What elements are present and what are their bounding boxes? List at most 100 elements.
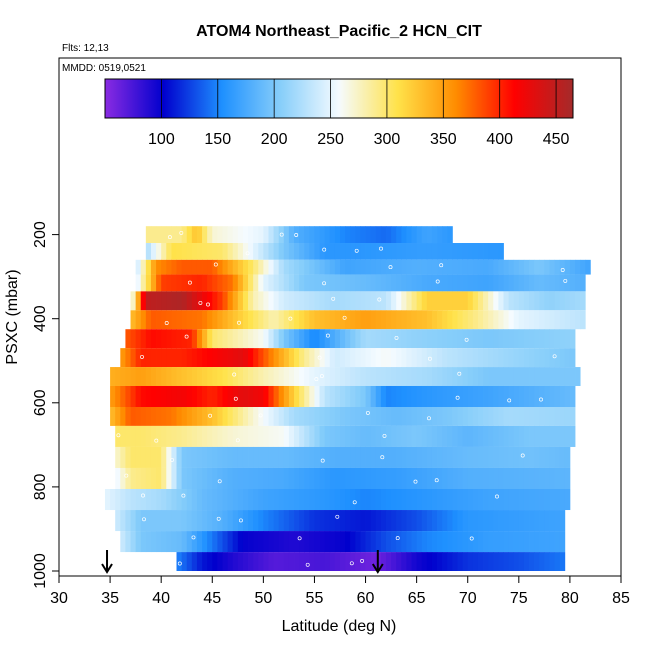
- heatmap-cell: [237, 489, 244, 511]
- heatmap-cell: [248, 407, 254, 426]
- heatmap-cell: [104, 489, 111, 511]
- heatmap-cell: [447, 425, 453, 447]
- heatmap-cell: [161, 367, 167, 386]
- heatmap-cell: [401, 510, 407, 532]
- heatmap-cell: [385, 467, 392, 490]
- sample-point: [238, 518, 243, 523]
- heatmap-cell: [518, 348, 525, 368]
- heatmap-cell: [421, 552, 428, 571]
- heatmap-cell: [355, 329, 361, 349]
- heatmap-cell: [237, 259, 244, 275]
- heatmap-cell: [329, 310, 336, 330]
- heatmap-cell: [186, 531, 193, 553]
- heatmap-cell: [391, 259, 397, 275]
- heatmap-cell: [150, 259, 157, 275]
- heatmap-band: [115, 446, 571, 468]
- heatmap-cell: [421, 243, 428, 260]
- heatmap-cell: [569, 385, 576, 408]
- heatmap-cell: [196, 329, 203, 349]
- heatmap-cell: [493, 407, 499, 426]
- heatmap-cell: [120, 489, 126, 511]
- heatmap-cell: [345, 446, 351, 468]
- heatmap-cell: [396, 274, 402, 292]
- heatmap-cell: [452, 274, 458, 292]
- heatmap-cell: [375, 425, 382, 447]
- heatmap-cell: [503, 385, 509, 408]
- heatmap-cell: [314, 310, 320, 330]
- sample-point: [365, 410, 370, 415]
- heatmap-cell: [156, 259, 162, 275]
- heatmap-cell: [248, 310, 254, 330]
- heatmap-cell: [539, 425, 545, 447]
- heatmap-cell: [452, 510, 458, 532]
- heatmap-cell: [222, 467, 228, 490]
- heatmap-cell: [120, 446, 126, 468]
- heatmap-cell: [242, 243, 249, 260]
- heatmap-cell: [314, 407, 320, 426]
- heatmap-cell: [416, 446, 423, 468]
- colorbar-tick-label: 200: [261, 131, 288, 148]
- heatmap-cell: [299, 425, 305, 447]
- heatmap-cell: [125, 510, 131, 532]
- heatmap-cell: [299, 367, 305, 386]
- heatmap-cell: [319, 425, 326, 447]
- heatmap-cell: [278, 243, 285, 260]
- heatmap-cell: [380, 367, 387, 386]
- heatmap-cell: [498, 407, 504, 426]
- heatmap-cell: [191, 348, 198, 368]
- heatmap-cell: [503, 425, 509, 447]
- heatmap-cell: [140, 310, 147, 330]
- heatmap-cell: [227, 329, 234, 349]
- heatmap-cell: [186, 259, 193, 275]
- heatmap-cell: [319, 329, 326, 349]
- heatmap-cell: [186, 446, 193, 468]
- heatmap-cell: [115, 510, 121, 532]
- heatmap-cell: [125, 367, 131, 386]
- heatmap-cell: [171, 510, 177, 532]
- heatmap-cell: [406, 226, 412, 244]
- heatmap-cell: [559, 367, 566, 386]
- heatmap-cell: [145, 446, 152, 468]
- heatmap-cell: [472, 310, 479, 330]
- heatmap-cell: [426, 348, 433, 368]
- heatmap-cell: [477, 552, 484, 571]
- heatmap-cell: [329, 425, 336, 447]
- heatmap-cell: [171, 467, 177, 490]
- heatmap-cell: [396, 531, 402, 553]
- heatmap-cell: [196, 510, 203, 532]
- heatmap-cell: [186, 425, 193, 447]
- heatmap-band: [110, 367, 581, 386]
- heatmap-cell: [365, 425, 372, 447]
- heatmap-cell: [380, 259, 387, 275]
- heatmap-cell: [375, 489, 382, 511]
- heatmap-cell: [391, 243, 397, 260]
- heatmap-cell: [406, 310, 412, 330]
- heatmap-cell: [483, 291, 489, 311]
- heatmap-cell: [477, 489, 484, 511]
- heatmap-cell: [176, 446, 183, 468]
- heatmap-cell: [309, 329, 315, 349]
- heatmap-cell: [554, 291, 561, 311]
- heatmap-cell: [258, 348, 264, 368]
- heatmap-cell: [334, 531, 341, 553]
- heatmap-cell: [304, 552, 310, 571]
- heatmap-cell: [391, 510, 397, 532]
- y-tick-label: 200: [32, 221, 49, 248]
- heatmap-cell: [447, 291, 453, 311]
- heatmap-cell: [294, 310, 300, 330]
- heatmap-cell: [319, 243, 326, 260]
- heatmap-cell: [263, 552, 269, 571]
- heatmap-cell: [171, 531, 177, 553]
- heatmap-cell: [186, 510, 193, 532]
- heatmap-cell: [156, 226, 162, 244]
- heatmap-cell: [161, 446, 167, 468]
- heatmap-cell: [232, 552, 239, 571]
- heatmap-cell: [242, 348, 249, 368]
- heatmap-cell: [237, 329, 244, 349]
- heatmap-cell: [253, 259, 259, 275]
- heatmap-cell: [406, 531, 412, 553]
- heatmap-cell: [421, 467, 428, 490]
- heatmap-cell: [202, 446, 208, 468]
- heatmap-cell: [355, 489, 361, 511]
- heatmap-cell: [278, 510, 285, 532]
